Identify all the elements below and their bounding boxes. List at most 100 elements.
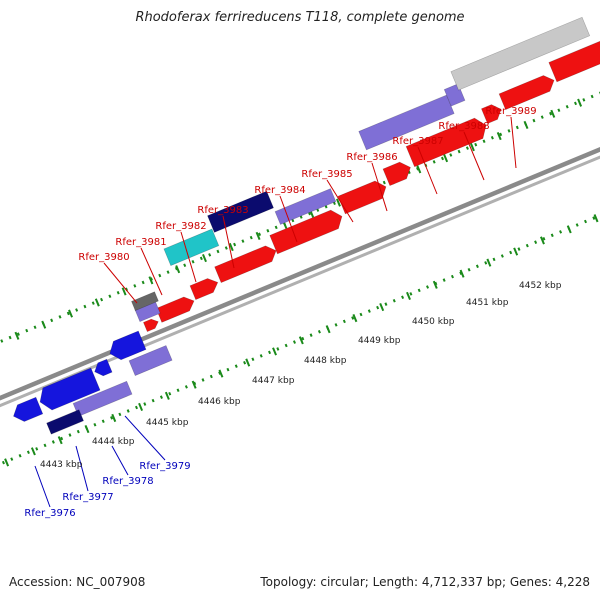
- scale-label: 4445 kbp: [146, 418, 189, 428]
- scale-label: 4444 kbp: [92, 437, 135, 447]
- scale-label: 4452 kbp: [519, 281, 562, 291]
- forward-cds: [405, 117, 487, 168]
- major-tick: [486, 258, 492, 267]
- gene-label-forward: Rfer_3988: [438, 121, 489, 132]
- label-leader: [75, 445, 89, 492]
- major-tick: [164, 391, 170, 400]
- gene-label-reverse: Rfer_3979: [139, 461, 190, 472]
- major-tick: [218, 369, 224, 378]
- map-labels: 4443 kbp 4444 kbp 4445 kbp 4446 kbp 4447 kbp…: [24, 106, 561, 519]
- major-tick: [469, 143, 475, 152]
- gene-label-forward: Rfer_3983: [197, 205, 248, 216]
- major-tick: [84, 425, 90, 434]
- forward-cds: [337, 180, 387, 215]
- label-leader: [222, 215, 235, 269]
- label-leader: [371, 162, 388, 212]
- forward-cds: [189, 278, 219, 301]
- major-tick: [496, 131, 502, 141]
- gene-label-forward: Rfer_3989: [485, 106, 536, 117]
- major-tick: [325, 325, 331, 334]
- major-tick: [94, 298, 100, 307]
- annotation-block: [128, 345, 173, 376]
- gene-label-forward: Rfer_3986: [346, 152, 397, 163]
- major-tick: [255, 231, 261, 240]
- forward-cds: [382, 161, 411, 187]
- major-tick: [298, 336, 304, 345]
- label-leader: [463, 131, 485, 181]
- backbone-rail: [0, 147, 600, 401]
- gene-label-forward: Rfer_3985: [301, 169, 352, 180]
- major-tick: [202, 254, 207, 263]
- major-tick: [566, 225, 572, 234]
- label-leader: [180, 231, 197, 283]
- accession-text: Accession: NC_007908: [9, 575, 146, 589]
- major-tick: [228, 242, 234, 252]
- gene-label-forward: Rfer_3987: [392, 136, 443, 147]
- gene-label-reverse: Rfer_3977: [62, 492, 113, 503]
- gene-label-forward: Rfer_3980: [78, 252, 129, 263]
- label-leader: [111, 445, 129, 476]
- major-tick: [593, 214, 599, 223]
- major-tick: [272, 347, 277, 356]
- gene-label-reverse: Rfer_3976: [24, 508, 75, 519]
- genome-summary-text: Topology: circular; Length: 4,712,337 bp…: [260, 575, 590, 589]
- annotation-block: [163, 228, 220, 266]
- label-leader: [103, 262, 138, 304]
- label-leader: [510, 116, 517, 169]
- major-tick: [121, 287, 127, 296]
- major-tick: [550, 109, 556, 118]
- gene-label-forward: Rfer_3982: [155, 221, 206, 232]
- forward-cds: [214, 245, 277, 283]
- scale-label: 4443 kbp: [40, 460, 83, 470]
- annotation-block: [131, 291, 159, 311]
- gene-label-forward: Rfer_3984: [254, 185, 305, 196]
- major-tick: [379, 302, 385, 312]
- label-leader: [124, 415, 166, 461]
- scale-label: 4446 kbp: [198, 397, 241, 407]
- major-tick: [443, 154, 449, 163]
- genome-backbone: [0, 147, 600, 408]
- label-leader: [417, 146, 438, 195]
- major-tick: [416, 165, 422, 174]
- scale-label: 4450 kbp: [412, 317, 455, 327]
- major-tick: [175, 265, 181, 274]
- forward-cds: [498, 75, 555, 110]
- forward-cds: [155, 296, 195, 323]
- label-leader: [326, 179, 354, 223]
- major-tick: [4, 458, 10, 467]
- annotation-block: [274, 188, 337, 225]
- major-tick: [336, 198, 341, 207]
- major-tick: [577, 98, 583, 107]
- major-tick: [57, 436, 63, 445]
- feature-tracks: [13, 16, 600, 435]
- scale-label: 4449 kbp: [358, 336, 401, 346]
- annotation-block: [450, 16, 591, 91]
- major-tick: [513, 247, 519, 256]
- major-tick: [148, 276, 154, 285]
- major-tick: [352, 314, 358, 323]
- reverse-cds: [13, 396, 44, 422]
- reverse-cds: [39, 367, 101, 411]
- major-tick: [245, 358, 251, 367]
- label-leaders: [34, 116, 517, 508]
- scale-label: 4451 kbp: [466, 298, 509, 308]
- scale-label: 4448 kbp: [304, 356, 347, 366]
- label-leader: [279, 195, 298, 243]
- forward-cds: [143, 318, 159, 332]
- label-leader: [140, 247, 163, 296]
- gene-label-reverse: Rfer_3978: [102, 476, 153, 487]
- major-tick: [523, 120, 529, 130]
- major-tick: [432, 280, 438, 289]
- major-tick: [30, 447, 36, 456]
- annotation-block: [46, 409, 84, 435]
- annotation-block: [358, 94, 455, 151]
- major-tick: [41, 320, 47, 329]
- major-tick: [14, 331, 20, 340]
- major-tick: [459, 269, 465, 278]
- major-tick: [68, 309, 73, 318]
- tick-rings: [0, 91, 600, 467]
- forward-cds: [481, 104, 502, 124]
- major-tick: [191, 380, 197, 389]
- scale-label: 4447 kbp: [252, 376, 295, 386]
